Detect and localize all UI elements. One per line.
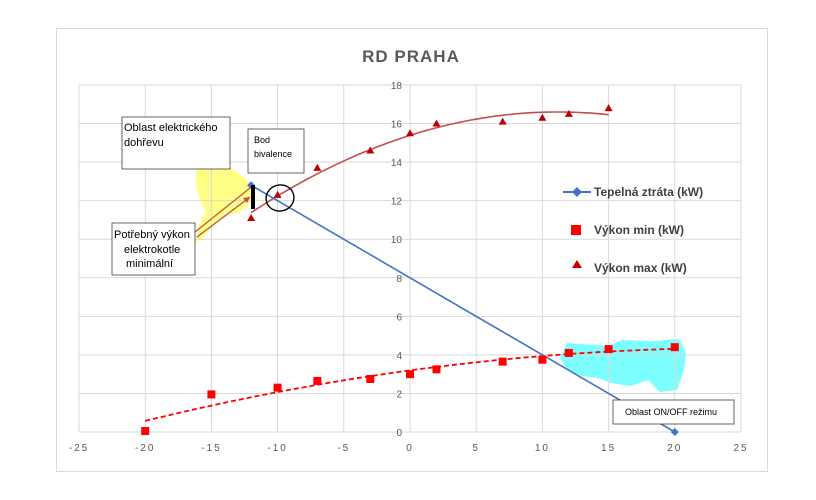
vykon-max-point [313, 163, 322, 171]
yellow-highlight-area [195, 146, 253, 243]
x-tick-label: 15 [601, 443, 616, 454]
arrow-line-1 [196, 196, 251, 238]
vykon-max-point [366, 146, 375, 154]
legend-triangle-icon [572, 260, 582, 268]
annotation-oblast-dohrevu: Oblast elektrického dohřevu [121, 116, 231, 170]
vykon-max-point [564, 109, 573, 117]
vykon-max-point [432, 119, 441, 127]
vykon-min-point [207, 390, 216, 399]
vykon-min-trendline [144, 348, 675, 422]
annotation-text: Bod [254, 135, 270, 145]
legend-item-vykon-max: Výkon max (kW) [572, 260, 687, 275]
y-tick-label: 12 [391, 197, 403, 208]
y-tick-label: 16 [391, 120, 403, 131]
bivalence-circle-mark [265, 184, 295, 212]
y-axis-ticks: 0 2 4 6 8 10 12 14 16 18 [391, 81, 403, 439]
vykon-min-point [564, 348, 573, 357]
vykon-max-point [247, 214, 256, 222]
cyan-highlight-area [560, 339, 686, 392]
x-axis-ticks: -25 -20 -15 -10 -5 0 5 10 15 20 25 [69, 443, 748, 454]
vykon-max-point [406, 129, 414, 137]
annotation-oblast-on-off: Oblast ON/OFF režimu [612, 399, 735, 425]
legend-item-tepelna-ztrata: Tepelná ztráta (kW) [563, 185, 703, 199]
legend-label: Výkon min (kW) [594, 223, 684, 237]
x-tick-label: 20 [667, 443, 682, 454]
y-tick-label: 14 [391, 158, 403, 169]
vykon-min-point [366, 374, 375, 383]
annotation-text: dohřevu [124, 137, 164, 149]
x-tick-label: 10 [535, 443, 550, 454]
x-tick-label: -25 [69, 443, 89, 454]
x-tick-label: -15 [201, 443, 221, 454]
x-tick-label: 0 [406, 443, 414, 454]
vykon-max-point [498, 117, 507, 125]
vykon-min-point [498, 357, 507, 366]
legend-label: Výkon max (kW) [594, 261, 687, 275]
vykon-min-point [604, 345, 613, 354]
annotation-text: minimální [126, 258, 173, 270]
tepelna-ztrata-point [670, 428, 679, 436]
x-tick-label: -20 [135, 443, 155, 454]
annotation-text: Potřebný výkon [114, 229, 190, 241]
y-tick-label: 6 [396, 312, 402, 323]
tepelna-ztrata-line [250, 184, 676, 433]
legend-diamond-icon [572, 187, 582, 197]
annotation-potrebny-vykon: Potřebný výkon elektrokotle minimální [111, 222, 196, 276]
y-tick-label: 8 [396, 274, 402, 285]
annotation-text: Oblast elektrického [124, 122, 218, 134]
vykon-max-trendline [250, 111, 609, 214]
annotation-text: bivalence [254, 149, 292, 159]
series-layer [141, 104, 679, 436]
legend-label: Tepelná ztráta (kW) [594, 185, 703, 199]
arrow-line-2 [194, 187, 251, 233]
y-tick-label: 18 [391, 81, 403, 92]
arrow-layer [194, 187, 251, 238]
legend-item-vykon-min: Výkon min (kW) [571, 223, 684, 237]
legend: Tepelná ztráta (kW) Výkon min (kW) Výkon… [563, 185, 703, 275]
vykon-max-point [604, 104, 613, 112]
y-tick-label: 4 [396, 351, 402, 362]
annotation-text: elektrokotle [124, 244, 180, 256]
y-tick-label: 0 [396, 428, 402, 439]
vykon-min-point [273, 383, 282, 392]
annotation-bod-bivalence: Bod bivalence [247, 128, 305, 174]
x-tick-label: 5 [472, 443, 480, 454]
vykon-min-point [141, 427, 150, 436]
arrow-head-1 [243, 197, 250, 203]
x-tick-label: -5 [337, 443, 350, 454]
vykon-min-point [538, 355, 547, 364]
legend-square-icon [571, 225, 581, 235]
annotation-text: Oblast ON/OFF režimu [625, 407, 717, 417]
y-tick-label: 10 [391, 235, 403, 246]
vykon-min-point [432, 365, 441, 374]
x-tick-label: -10 [267, 443, 287, 454]
vykon-min-point [313, 376, 322, 385]
x-tick-label: 25 [733, 443, 748, 454]
vykon-max-point [538, 113, 547, 121]
vykon-min-point [406, 370, 414, 379]
vykon-min-point [670, 343, 679, 352]
y-tick-label: 2 [396, 389, 402, 400]
vykon-max-point [273, 190, 282, 198]
chart-title: RD PRAHA [362, 47, 460, 66]
